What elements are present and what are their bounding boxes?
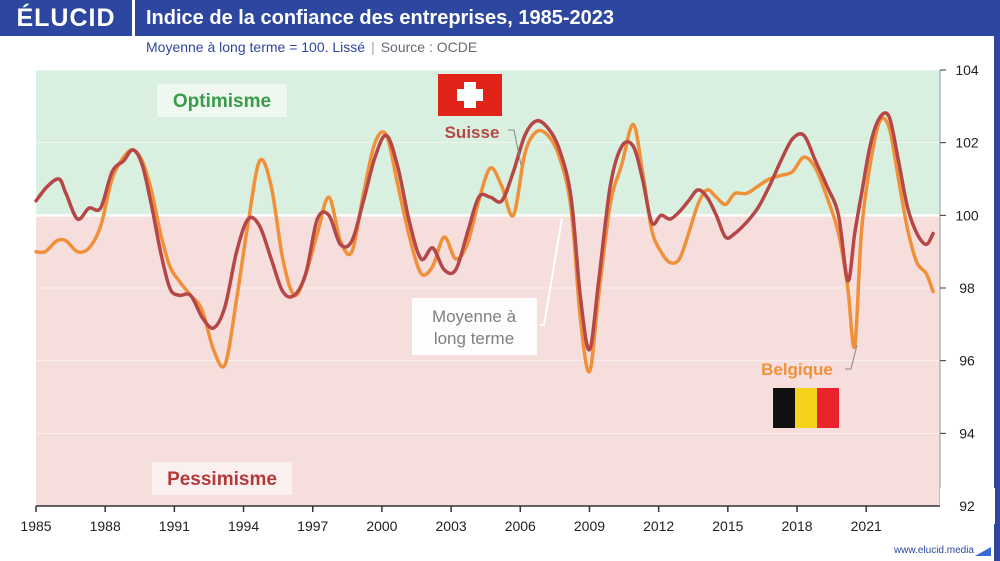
y-tick-label: 96	[959, 353, 975, 369]
x-tick-label: 2003	[436, 518, 467, 534]
x-tick-label: 2018	[781, 518, 812, 534]
chart-source: Source : OCDE	[380, 39, 478, 55]
footer-mark-icon	[975, 547, 991, 556]
series-layer	[34, 111, 935, 374]
subtitle-separator: |	[371, 39, 375, 55]
x-tick-label: 2000	[366, 518, 397, 534]
right-frame	[994, 36, 1000, 561]
x-tick-label: 1991	[159, 518, 190, 534]
x-tick-label: 1988	[90, 518, 121, 534]
y-tick-label: 102	[955, 135, 979, 151]
header-bar: ÉLUCID Indice de la confiance des entrep…	[0, 0, 1000, 36]
mean-annotation-line-1: Moyenne à	[432, 307, 517, 326]
series-label-belgium: Belgique	[761, 360, 833, 379]
x-tick-label: 1997	[297, 518, 328, 534]
mean-leader-line	[540, 217, 563, 326]
site-url: www.elucid.media	[893, 545, 974, 556]
x-tick-label: 2021	[851, 518, 882, 534]
chart-title: Indice de la confiance des entreprises, …	[146, 7, 615, 29]
pessimism-label-box	[152, 462, 292, 495]
mean-annotation-line-2: long terme	[434, 329, 514, 348]
series-line-suisse	[34, 111, 935, 352]
x-tick-label: 2015	[712, 518, 743, 534]
mean-label-box	[412, 298, 537, 355]
min-tick-box	[940, 488, 995, 524]
x-tick-label: 2009	[574, 518, 605, 534]
x-tick-label: 2006	[505, 518, 536, 534]
y-tick-label: 104	[955, 62, 979, 78]
y-tick-label: 94	[959, 425, 975, 441]
optimism-label-box	[157, 84, 287, 117]
switzerland-leader-line	[508, 129, 522, 166]
brand-separator	[132, 0, 135, 36]
x-tick-label: 1985	[20, 518, 51, 534]
x-tick-label: 2012	[643, 518, 674, 534]
x-tick-label: 1994	[228, 518, 259, 534]
brand-logo: ÉLUCID	[16, 4, 116, 32]
belgium-leader-line	[845, 344, 858, 370]
chart-subtitle-line: Moyenne à long terme = 100. Lissé | Source…	[146, 39, 477, 55]
pessimism-label: Pessimisme	[167, 469, 277, 490]
y-tick-label: 92	[959, 498, 975, 514]
axes: 1985 1988 1991 1994 1997 2000 2003 2006 2009 2012…	[20, 69, 946, 534]
series-label-switzerland: Suisse	[445, 123, 500, 142]
chart-subtitle: Moyenne à long terme = 100. Lissé	[146, 39, 366, 55]
mean-annotation: Moyenne à long terme	[432, 307, 517, 348]
optimism-label: Optimisme	[173, 91, 271, 112]
y-tick-label: 98	[959, 280, 975, 296]
belgian-flag-icon	[773, 388, 839, 428]
y-tick-label: 100	[955, 207, 979, 223]
series-line-belgique	[34, 116, 935, 374]
swiss-flag-icon	[438, 74, 502, 116]
